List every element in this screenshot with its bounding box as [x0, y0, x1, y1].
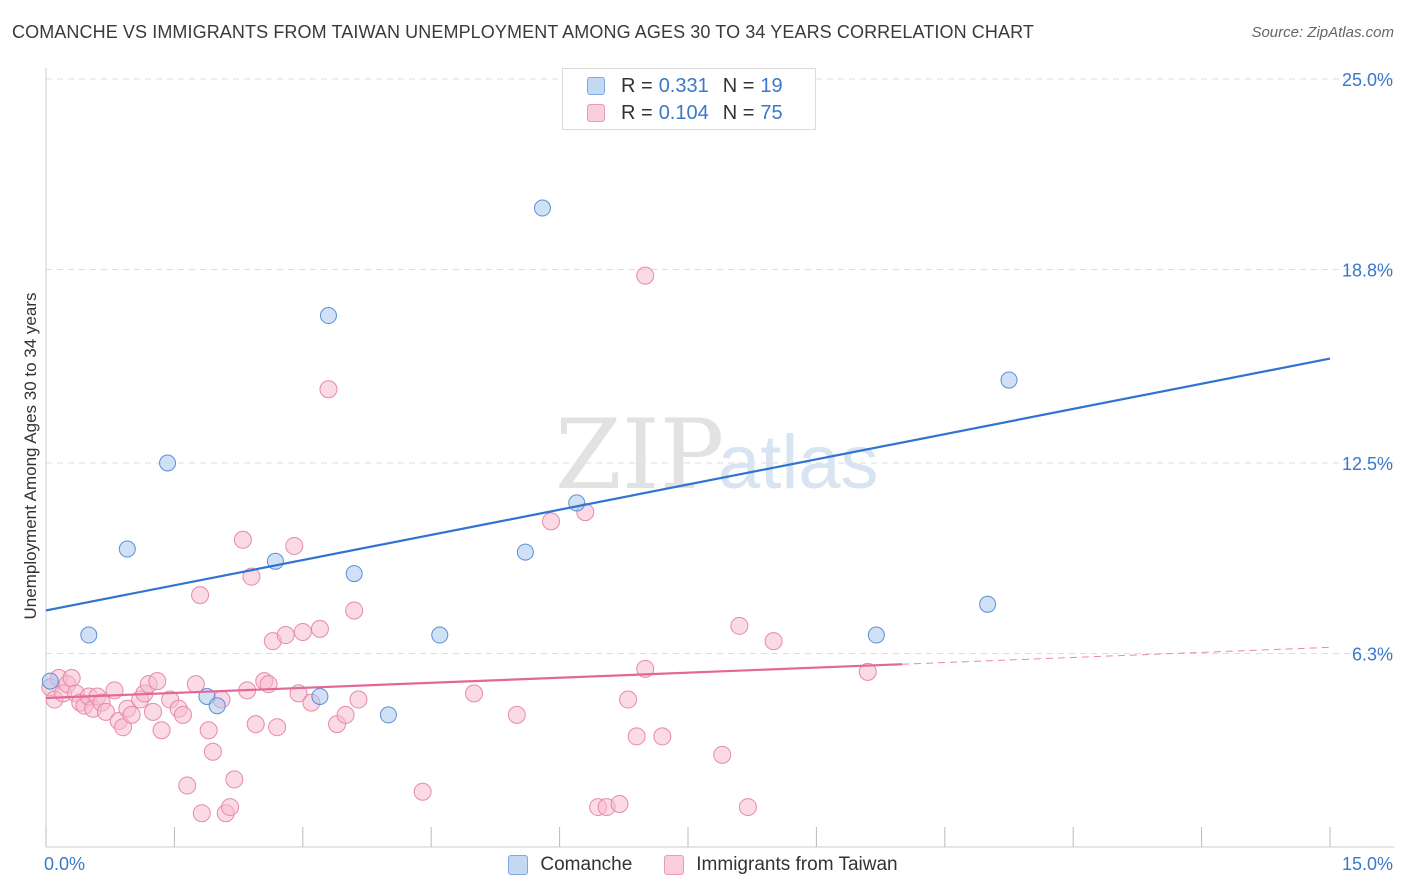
y-tick-label: 25.0%: [1342, 70, 1393, 90]
data-point-taiwan: [465, 684, 483, 703]
data-point-comanche: [80, 626, 98, 644]
data-point-taiwan: [285, 536, 304, 555]
correlation-legend: R = 0.331 N = 19 R = 0.104 N = 75: [562, 68, 816, 130]
data-point-comanche: [516, 543, 534, 561]
data-point-comanche: [379, 706, 397, 724]
data-point-taiwan: [144, 702, 162, 721]
trend-line-taiwan-extension: [901, 646, 1331, 665]
data-point-taiwan: [713, 745, 732, 764]
data-point-taiwan: [336, 705, 355, 724]
trend-line-comanche: [45, 357, 1331, 612]
data-point-taiwan: [293, 622, 312, 641]
legend-n-label: N =: [722, 74, 755, 97]
data-point-comanche: [1000, 371, 1018, 389]
watermark: ZIP atlas: [555, 399, 879, 511]
data-point-taiwan: [221, 798, 240, 817]
data-point-comanche: [118, 540, 136, 558]
source-label: Source: ZipAtlas.com: [1251, 24, 1394, 41]
data-point-taiwan: [114, 718, 133, 737]
data-point-taiwan: [246, 715, 265, 734]
axes: [45, 68, 1394, 848]
legend-row-comanche: R = 0.331 N = 19: [587, 73, 783, 99]
data-point-taiwan: [192, 804, 211, 823]
y-tick-labels: 6.3% 12.5% 18.8% 25.0%: [1342, 70, 1393, 664]
data-point-taiwan: [199, 721, 218, 740]
series-taiwan-points: [41, 266, 877, 823]
legend-label-comanche: Comanche: [540, 854, 633, 875]
grid-lines: [46, 78, 1394, 654]
y-tick-label: 6.3%: [1352, 644, 1393, 664]
legend-r-label: R =: [621, 101, 653, 124]
y-tick-label: 12.5%: [1342, 454, 1393, 474]
legend-row-taiwan: R = 0.104 N = 75: [587, 100, 783, 126]
legend-item-comanche[interactable]: Comanche: [508, 854, 632, 876]
chart-title: COMANCHE VS IMMIGRANTS FROM TAIWAN UNEMP…: [12, 22, 1034, 42]
legend-n-value: 19: [760, 74, 783, 97]
trend-lines: [45, 357, 1331, 700]
data-point-taiwan: [764, 632, 783, 651]
data-point-taiwan: [627, 727, 646, 746]
y-axis-label: Unemployment Among Ages 30 to 34 years: [21, 293, 40, 620]
legend-swatch-comanche: [587, 77, 605, 95]
data-point-taiwan: [610, 794, 629, 813]
legend-swatch-taiwan: [587, 104, 605, 122]
data-point-taiwan: [310, 619, 329, 638]
data-point-taiwan: [96, 702, 115, 721]
data-point-taiwan: [619, 690, 638, 709]
data-point-taiwan: [268, 718, 287, 737]
data-point-comanche: [431, 626, 449, 644]
legend-n-value: 75: [760, 101, 783, 124]
data-point-comanche: [979, 595, 997, 613]
data-point-taiwan: [653, 727, 672, 746]
data-point-taiwan: [738, 798, 757, 817]
data-point-comanche: [41, 672, 59, 690]
data-point-taiwan: [507, 705, 526, 724]
data-point-taiwan: [233, 530, 252, 549]
legend-r-value: 0.331: [658, 74, 709, 97]
data-point-taiwan: [349, 690, 368, 709]
data-point-taiwan: [148, 672, 167, 691]
data-point-comanche: [867, 626, 885, 644]
y-tick-label: 18.8%: [1342, 260, 1393, 280]
series-legend: Comanche Immigrants from Taiwan: [0, 852, 1406, 878]
data-point-taiwan: [173, 705, 192, 724]
data-point-taiwan: [242, 567, 261, 586]
data-point-taiwan: [225, 770, 244, 789]
data-point-taiwan: [636, 659, 655, 678]
data-point-taiwan: [542, 512, 561, 531]
x-tick-label: 0.0%: [44, 854, 85, 874]
series-comanche-points: [41, 85, 1018, 724]
data-point-taiwan: [191, 586, 210, 605]
data-point-taiwan: [858, 662, 877, 681]
legend-r-label: R =: [621, 74, 653, 97]
data-point-taiwan: [276, 626, 295, 645]
data-point-comanche: [311, 687, 329, 705]
data-point-taiwan: [122, 705, 141, 724]
x-tick-labels: 0.0% 15.0%: [44, 854, 1393, 874]
legend-item-taiwan[interactable]: Immigrants from Taiwan: [664, 854, 898, 876]
data-point-taiwan: [62, 669, 81, 688]
data-point-comanche: [319, 307, 337, 325]
legend-r-value: 0.104: [658, 101, 709, 124]
watermark-zip: ZIP: [555, 399, 724, 511]
trend-line-taiwan: [45, 663, 903, 700]
x-tick-label: 15.0%: [1342, 854, 1393, 874]
legend-swatch-comanche: [508, 855, 529, 875]
data-point-taiwan: [730, 616, 749, 635]
data-point-taiwan: [178, 776, 197, 795]
data-point-taiwan: [203, 742, 222, 761]
data-point-comanche: [159, 454, 177, 472]
data-point-comanche: [533, 199, 551, 217]
data-point-taiwan: [319, 380, 338, 399]
data-point-comanche: [208, 697, 226, 715]
data-point-taiwan: [152, 721, 171, 740]
legend-swatch-taiwan: [664, 855, 685, 875]
data-point-taiwan: [636, 266, 655, 285]
data-point-taiwan: [413, 782, 432, 801]
legend-n-label: N =: [722, 101, 755, 124]
data-point-comanche: [345, 565, 363, 583]
data-point-taiwan: [345, 601, 364, 620]
legend-label-taiwan: Immigrants from Taiwan: [696, 854, 898, 875]
